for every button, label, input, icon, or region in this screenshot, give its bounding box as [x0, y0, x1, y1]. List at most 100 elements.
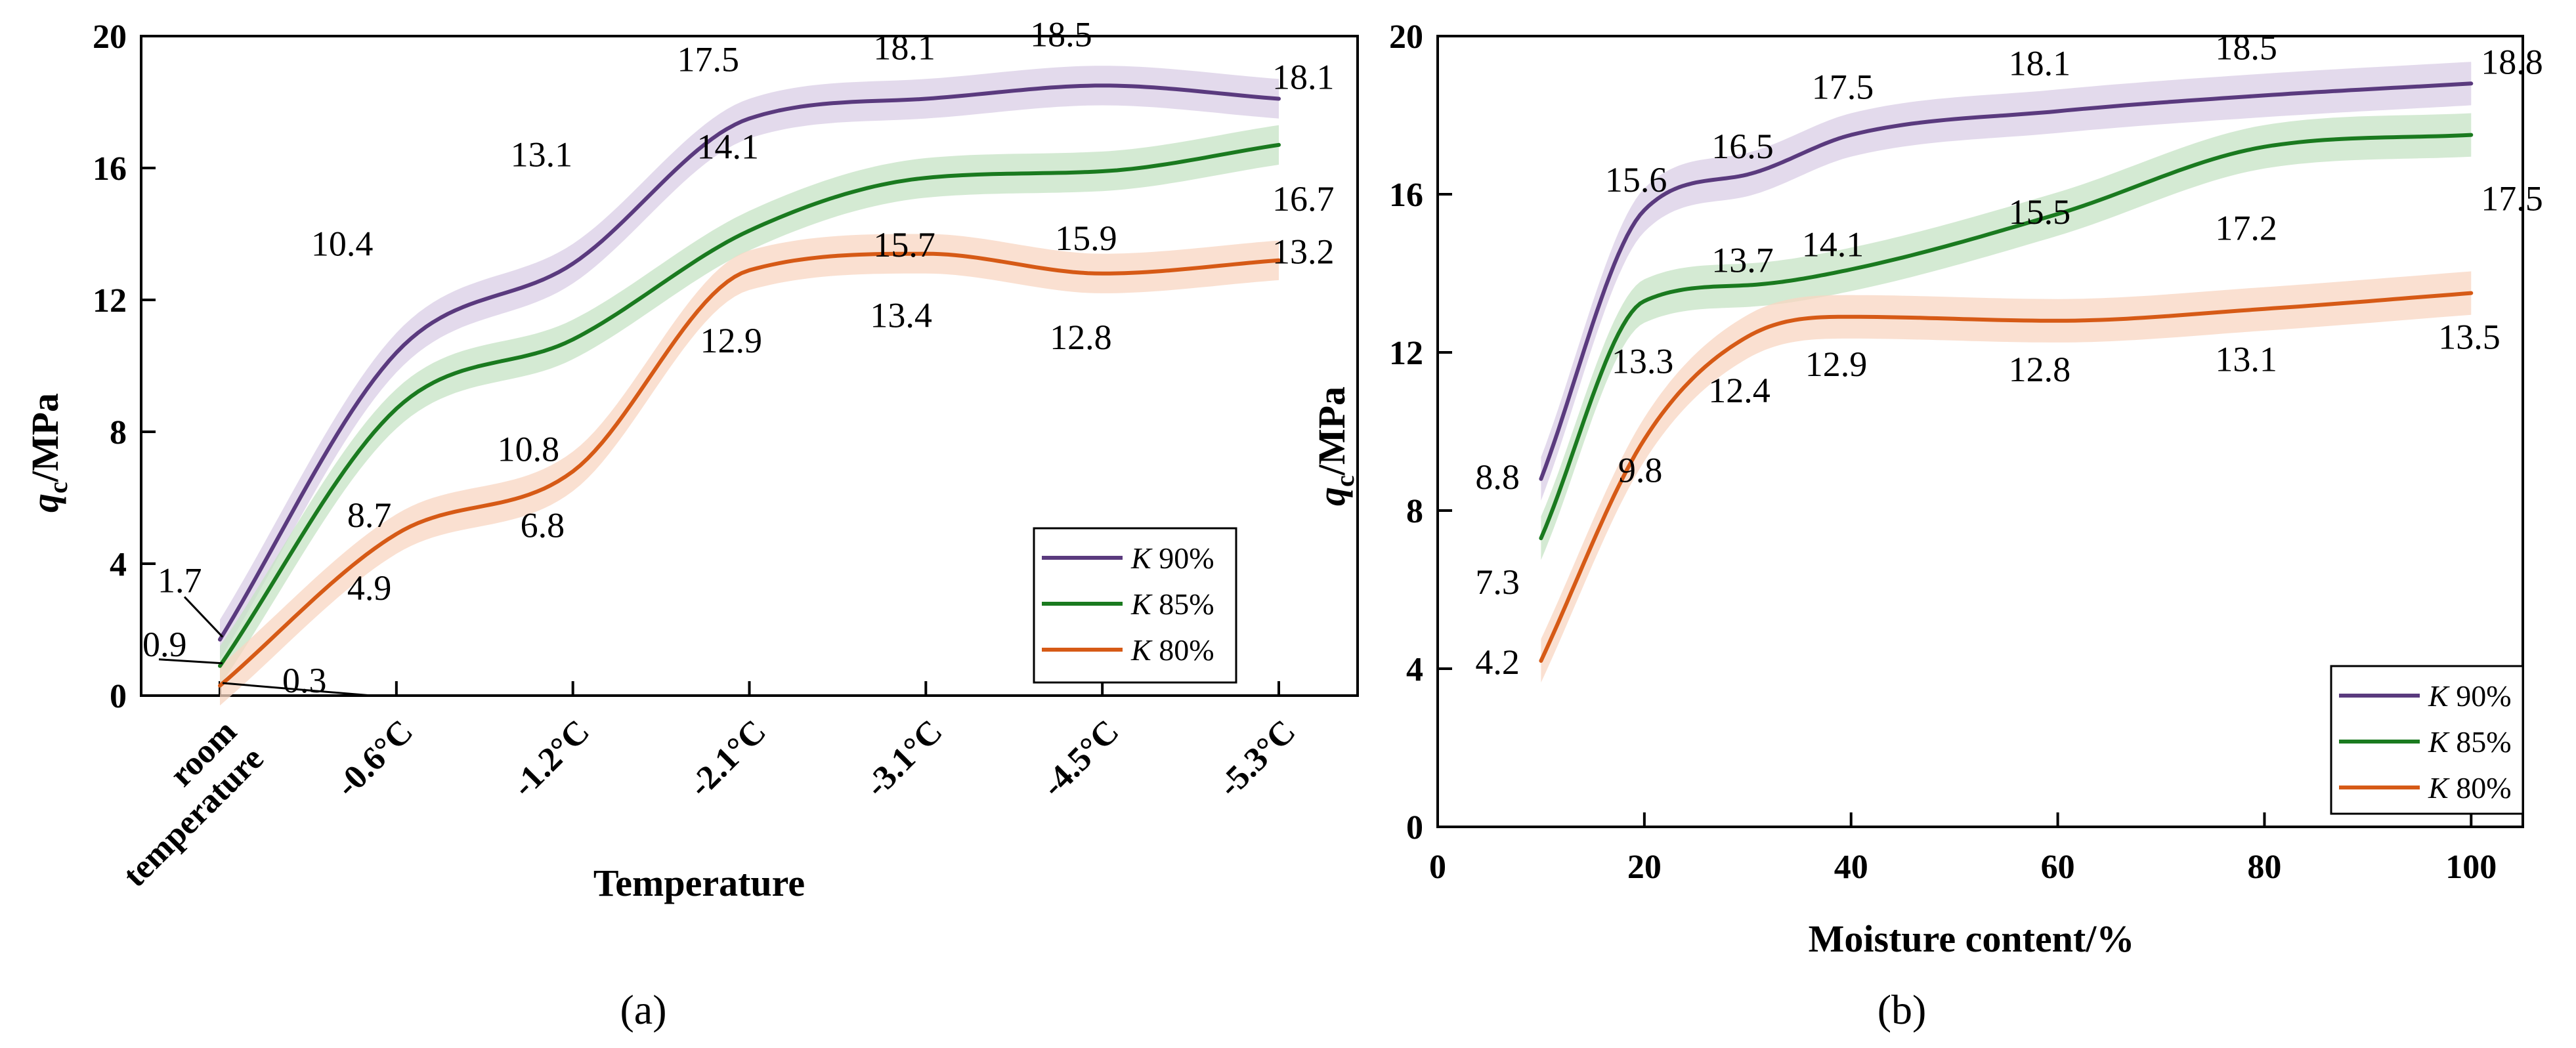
y-tick-label: 16	[93, 150, 127, 188]
data-label: 12.9	[1805, 345, 1868, 384]
data-label: 16.5	[1711, 127, 1774, 166]
legend-label-pct: 80%	[1151, 633, 1214, 667]
legend-label-k: K	[2428, 679, 2450, 713]
y-axis-title: qc/MPa	[1310, 387, 1360, 506]
y-tick-label: 12	[1389, 335, 1423, 372]
label-callout-line	[222, 682, 372, 697]
data-label: 13.2	[1272, 232, 1335, 272]
data-label: 18.5	[2215, 28, 2277, 67]
data-label: 15.6	[1605, 160, 1667, 199]
data-label: 13.1	[2215, 340, 2277, 379]
y-axis-title: qc/MPa	[24, 393, 73, 513]
legend-label-pct: 85%	[2449, 725, 2512, 759]
data-label: 8.8	[1475, 457, 1520, 497]
y-tick-label: 20	[93, 18, 127, 56]
label-callout-line	[183, 596, 224, 638]
x-tick-label-line: -0.6°C	[329, 713, 421, 805]
x-tick-label: 60	[2041, 849, 2075, 886]
data-label: 13.4	[870, 296, 932, 335]
x-tick-label-line: -5.3°C	[1211, 713, 1303, 805]
data-label: 13.7	[1711, 241, 1774, 280]
legend-label-pct: 85%	[1151, 587, 1214, 621]
data-label: 10.4	[311, 224, 374, 263]
data-label: 16.7	[1272, 179, 1335, 219]
panel-label: (a)	[620, 986, 666, 1033]
legend-label-k: K	[2428, 725, 2450, 759]
series-line-80	[218, 251, 1281, 688]
x-tick-label-line: -3.1°C	[858, 713, 950, 805]
legend-label: K 85%	[1130, 587, 1214, 621]
data-label: 12.4	[1708, 371, 1771, 410]
data-label: 4.9	[347, 568, 392, 608]
x-tick-label: -4.5°C	[1035, 713, 1127, 805]
y-axis-title-q: q	[1310, 487, 1353, 506]
x-axis-title: Temperature	[593, 862, 805, 904]
x-tick-label: -5.3°C	[1211, 713, 1303, 805]
data-label: 12.9	[700, 321, 763, 360]
data-label: 10.8	[498, 429, 560, 469]
data-label: 7.3	[1475, 562, 1520, 602]
confidence-band-85	[1541, 113, 2472, 560]
y-tick-label: 8	[110, 414, 127, 451]
y-tick-label: 12	[93, 282, 127, 320]
series-line-85	[218, 142, 1281, 668]
x-tick-label: 40	[1834, 849, 1868, 886]
x-tick-label-line: -1.2°C	[505, 713, 597, 805]
y-axis-title-unit: /MPa	[24, 393, 66, 482]
y-tick-label: 0	[1406, 809, 1423, 847]
data-label: 13.5	[2438, 318, 2501, 357]
data-label: 17.5	[1812, 68, 1874, 107]
y-tick-label: 4	[110, 546, 127, 583]
data-label: 15.7	[873, 225, 935, 264]
legend-label-pct: 90%	[1151, 541, 1214, 575]
data-label: 13.1	[511, 135, 573, 175]
data-label: 9.8	[1618, 451, 1663, 490]
legend-label-k: K	[1130, 587, 1153, 621]
y-axis-title-q: q	[24, 493, 66, 513]
data-label: 18.5	[1030, 14, 1092, 54]
legend-label-k: K	[1130, 541, 1153, 575]
legend-label-k: K	[1130, 633, 1153, 667]
data-label: 17.5	[2481, 179, 2543, 219]
series-line-90	[218, 83, 1281, 642]
data-label: 18.1	[2009, 43, 2071, 83]
x-tick-label: -3.1°C	[858, 713, 950, 805]
legend-label: K 90%	[2428, 679, 2512, 713]
x-tick-label: -2.1°C	[681, 713, 773, 805]
legend-label-pct: 90%	[2449, 679, 2512, 713]
data-label: 13.3	[1612, 342, 1674, 381]
x-tick-label: 0	[1429, 849, 1446, 886]
legend-label: K 85%	[2428, 725, 2512, 759]
y-axis-title-unit: /MPa	[1310, 387, 1353, 476]
legend-label: K 80%	[2428, 771, 2512, 805]
y-axis-title-sub: c	[1330, 475, 1360, 487]
y-tick-label: 20	[1389, 18, 1423, 56]
legend-label: K 90%	[1130, 541, 1214, 575]
chart-panel-b: 0 4 8 12 16 20 0 20 40 60 80 100 8.8 15.6 16.5 17.5 18.1…	[1310, 18, 2543, 1033]
series-line-80	[1539, 291, 2474, 663]
y-axis-title-sub: c	[43, 482, 73, 493]
x-axis-title: Moisture content/%	[1809, 917, 2135, 960]
y-tick-label: 16	[1389, 177, 1423, 214]
data-label: 0.9	[142, 625, 187, 664]
axes-frame	[1436, 35, 2524, 828]
data-label: 17.5	[677, 40, 740, 79]
data-label: 14.1	[1802, 224, 1864, 264]
x-tick-label: 100	[2445, 849, 2497, 886]
confidence-band-85	[220, 125, 1279, 686]
y-tick-label: 4	[1406, 651, 1423, 688]
data-label: 17.2	[2215, 209, 2277, 248]
label-callout-line	[158, 658, 223, 665]
data-label: 4.2	[1475, 642, 1520, 682]
confidence-band-90	[1541, 62, 2472, 501]
y-tick-label: 0	[110, 678, 127, 715]
x-tick-label: 20	[1627, 849, 1662, 886]
data-label: 1.7	[158, 561, 202, 600]
legend-label-pct: 80%	[2449, 771, 2512, 805]
legend-label-k: K	[2428, 771, 2450, 805]
data-label: 18.1	[873, 28, 935, 67]
x-tick-label-line: -4.5°C	[1035, 713, 1127, 805]
x-tick-label: -0.6°C	[329, 713, 421, 805]
